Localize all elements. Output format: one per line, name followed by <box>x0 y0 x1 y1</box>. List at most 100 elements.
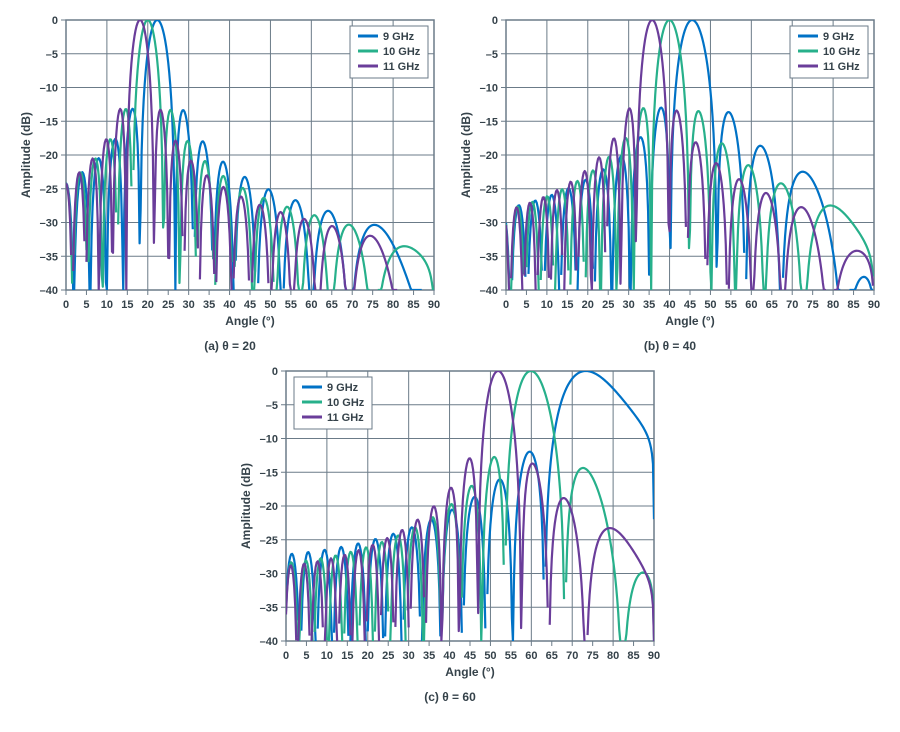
svg-text:5: 5 <box>83 299 89 311</box>
panel-c-caption: (c) θ = 60 <box>234 690 666 704</box>
svg-text:30: 30 <box>183 299 195 311</box>
svg-text:55: 55 <box>505 650 517 662</box>
svg-text:–5: –5 <box>266 400 278 412</box>
svg-text:–40: –40 <box>480 285 498 297</box>
svg-text:0: 0 <box>63 299 69 311</box>
svg-text:–5: –5 <box>46 49 58 61</box>
chart-svg: 051015202530354045505560657075808590–40–… <box>234 361 666 681</box>
svg-text:65: 65 <box>546 650 558 662</box>
panel-b-caption: (b) θ = 40 <box>454 339 886 353</box>
panel-b: 051015202530354045505560657075808590–40–… <box>454 10 886 353</box>
svg-text:–40: –40 <box>40 285 58 297</box>
svg-text:40: 40 <box>663 299 675 311</box>
svg-text:75: 75 <box>587 650 599 662</box>
legend-label-9ghz: 9 GHz <box>383 31 415 43</box>
svg-text:50: 50 <box>264 299 276 311</box>
panel-a: 051015202530354045505560657075808590–40–… <box>14 10 446 353</box>
svg-text:10: 10 <box>321 650 333 662</box>
svg-text:50: 50 <box>484 650 496 662</box>
svg-text:15: 15 <box>121 299 133 311</box>
svg-text:–20: –20 <box>40 150 58 162</box>
svg-text:0: 0 <box>492 15 498 27</box>
svg-text:–35: –35 <box>260 602 278 614</box>
legend: 9 GHz10 GHz11 GHz <box>294 377 372 429</box>
svg-text:20: 20 <box>582 299 594 311</box>
svg-text:75: 75 <box>367 299 379 311</box>
svg-text:10: 10 <box>541 299 553 311</box>
legend-label-10ghz: 10 GHz <box>823 46 861 58</box>
svg-text:–40: –40 <box>260 636 278 648</box>
legend-label-11ghz: 11 GHz <box>327 412 364 424</box>
svg-text:60: 60 <box>745 299 757 311</box>
svg-text:45: 45 <box>244 299 256 311</box>
svg-text:25: 25 <box>382 650 394 662</box>
panel-a-caption: (a) θ = 20 <box>14 339 446 353</box>
legend-label-10ghz: 10 GHz <box>383 46 421 58</box>
svg-text:–25: –25 <box>480 184 498 196</box>
legend: 9 GHz10 GHz11 GHz <box>790 26 868 78</box>
svg-text:25: 25 <box>162 299 174 311</box>
legend-label-11ghz: 11 GHz <box>383 61 420 73</box>
svg-text:35: 35 <box>423 650 435 662</box>
svg-text:–15: –15 <box>40 116 58 128</box>
svg-text:40: 40 <box>443 650 455 662</box>
legend-label-9ghz: 9 GHz <box>327 382 359 394</box>
svg-text:30: 30 <box>403 650 415 662</box>
svg-text:50: 50 <box>704 299 716 311</box>
legend: 9 GHz 10 GHz 11 GHz <box>350 26 428 78</box>
y-axis-label: Amplitude (dB) <box>239 463 253 549</box>
svg-text:0: 0 <box>283 650 289 662</box>
svg-text:70: 70 <box>346 299 358 311</box>
chart-svg: 051015202530354045505560657075808590–40–… <box>14 10 446 330</box>
svg-text:15: 15 <box>561 299 573 311</box>
svg-text:30: 30 <box>623 299 635 311</box>
svg-text:5: 5 <box>303 650 309 662</box>
svg-text:–10: –10 <box>480 83 498 95</box>
svg-text:80: 80 <box>607 650 619 662</box>
svg-text:90: 90 <box>868 299 880 311</box>
svg-text:–30: –30 <box>40 218 58 230</box>
svg-text:–10: –10 <box>260 434 278 446</box>
svg-text:–30: –30 <box>260 569 278 581</box>
svg-text:65: 65 <box>766 299 778 311</box>
svg-text:80: 80 <box>387 299 399 311</box>
svg-text:35: 35 <box>643 299 655 311</box>
svg-text:20: 20 <box>362 650 374 662</box>
chart-c-svg-host: 051015202530354045505560657075808590–40–… <box>234 361 666 686</box>
svg-text:–30: –30 <box>480 218 498 230</box>
legend-label-11ghz: 11 GHz <box>823 61 860 73</box>
svg-text:0: 0 <box>503 299 509 311</box>
svg-text:55: 55 <box>725 299 737 311</box>
svg-text:–15: –15 <box>480 116 498 128</box>
svg-text:0: 0 <box>272 366 278 378</box>
svg-text:–25: –25 <box>260 535 278 547</box>
svg-text:40: 40 <box>223 299 235 311</box>
svg-text:15: 15 <box>341 650 353 662</box>
svg-text:85: 85 <box>407 299 419 311</box>
x-axis-label: Angle (°) <box>225 314 274 328</box>
svg-text:–35: –35 <box>480 251 498 263</box>
svg-text:–5: –5 <box>486 49 498 61</box>
panel-c: 051015202530354045505560657075808590–40–… <box>234 361 666 704</box>
chart-svg: 051015202530354045505560657075808590–40–… <box>454 10 886 330</box>
svg-text:–20: –20 <box>480 150 498 162</box>
svg-text:35: 35 <box>203 299 215 311</box>
chart-b-svg-host: 051015202530354045505560657075808590–40–… <box>454 10 886 335</box>
x-axis-label: Angle (°) <box>665 314 714 328</box>
chart-a-svg-host: 051015202530354045505560657075808590–40–… <box>14 10 446 335</box>
svg-text:10: 10 <box>101 299 113 311</box>
svg-text:85: 85 <box>847 299 859 311</box>
svg-text:–15: –15 <box>260 467 278 479</box>
svg-text:25: 25 <box>602 299 614 311</box>
svg-text:80: 80 <box>827 299 839 311</box>
svg-text:70: 70 <box>786 299 798 311</box>
svg-text:–10: –10 <box>40 83 58 95</box>
y-axis-label: Amplitude (dB) <box>459 112 473 198</box>
svg-text:90: 90 <box>428 299 440 311</box>
svg-text:–20: –20 <box>260 501 278 513</box>
svg-text:5: 5 <box>523 299 529 311</box>
panels-container: 051015202530354045505560657075808590–40–… <box>10 10 890 704</box>
x-axis-label: Angle (°) <box>445 665 494 679</box>
svg-text:75: 75 <box>807 299 819 311</box>
svg-text:–35: –35 <box>40 251 58 263</box>
